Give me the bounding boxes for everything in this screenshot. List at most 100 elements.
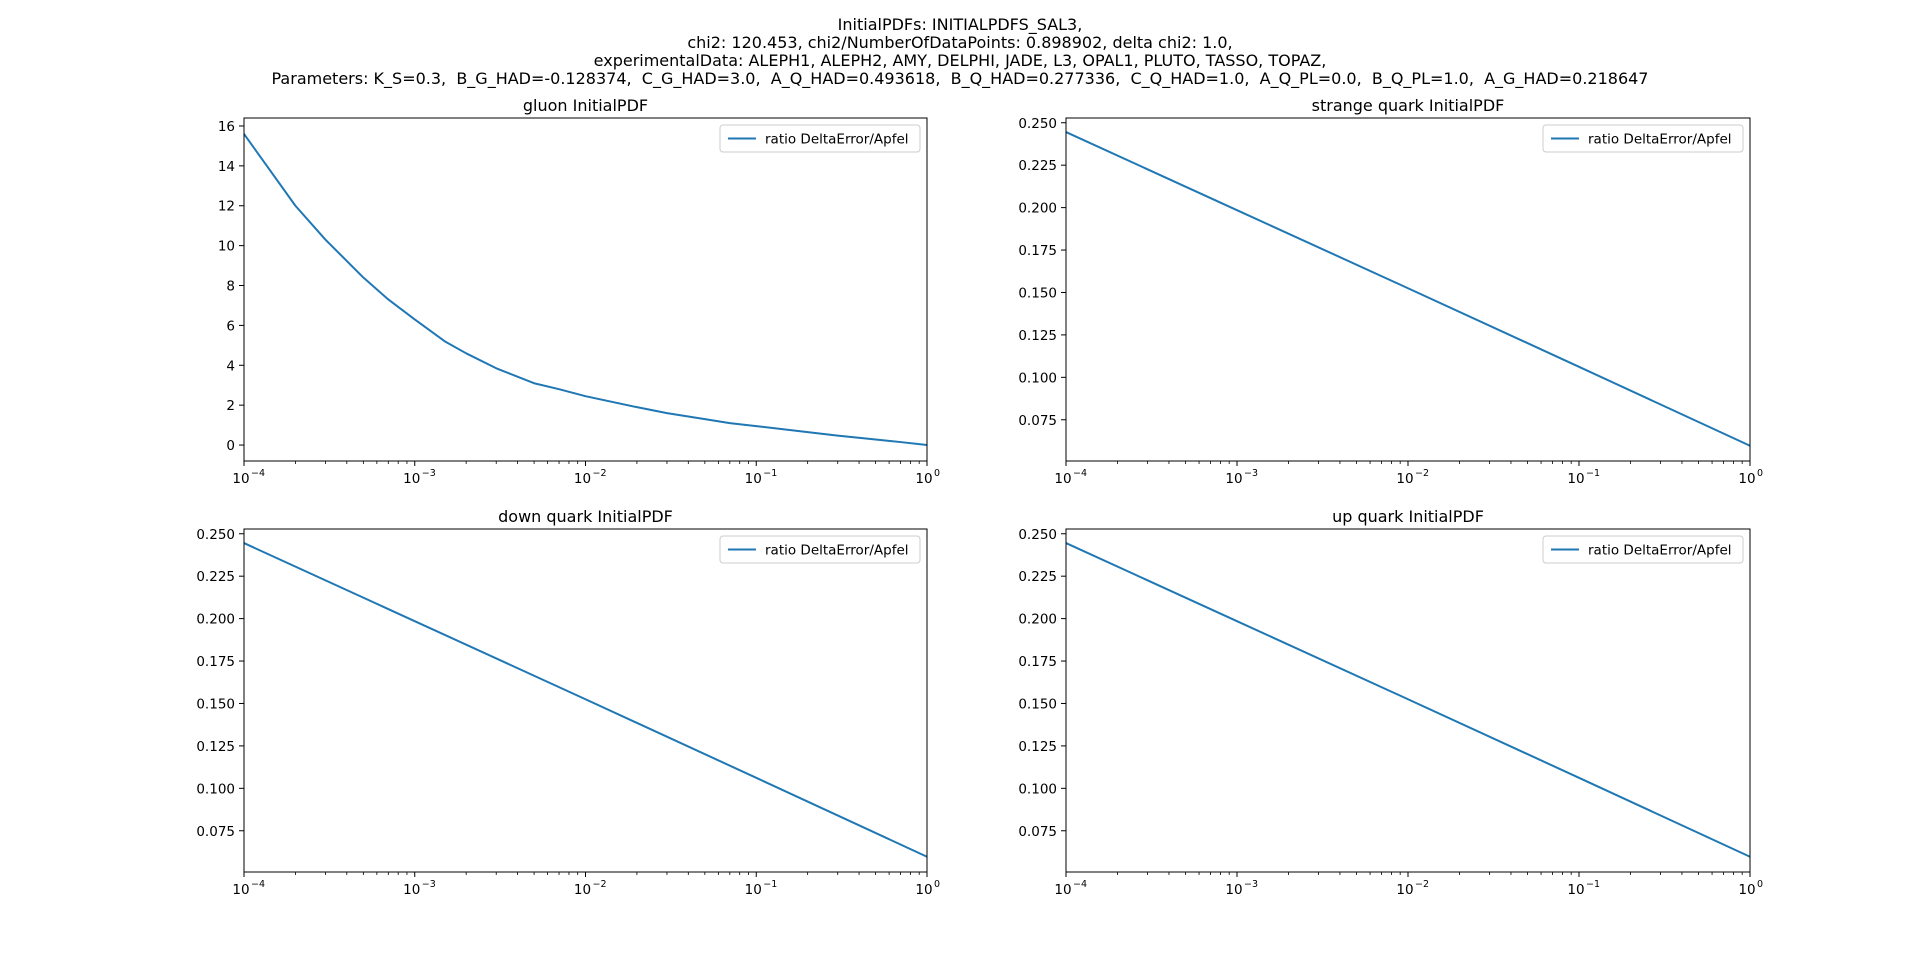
x-tick-exponent: 0 [1757,468,1763,479]
y-tick-label: 0.125 [1018,328,1057,344]
x-tick-exponent: −2 [1415,879,1429,890]
series-line [243,542,928,858]
legend-label: ratio DeltaError/Apfel [1588,543,1732,559]
legend-label: ratio DeltaError/Apfel [1588,132,1732,148]
x-tick-label: 10 [403,882,420,898]
y-tick-label: 0.175 [1018,654,1057,670]
x-tick-exponent: −3 [422,468,436,479]
x-tick-exponent: −4 [251,879,265,890]
y-tick-label: 0.200 [1018,201,1057,217]
legend: ratio DeltaError/Apfel [719,124,921,153]
y-tick-label: 16 [218,119,235,135]
legend: ratio DeltaError/Apfel [719,535,921,564]
y-tick-label: 0.250 [1018,116,1057,132]
x-tick-label: 10 [1738,471,1755,487]
x-tick-label: 10 [232,882,249,898]
legend-box [719,535,921,564]
suptitle-line-2: chi2: 120.453, chi2/NumberOfDataPoints: … [687,33,1233,52]
y-tick-label: 12 [218,199,235,215]
x-tick-exponent: −2 [593,879,607,890]
x-tick-exponent: 0 [1757,879,1763,890]
x-tick-label: 10 [1738,882,1755,898]
y-tick-label: 0.225 [196,569,235,585]
y-tick-label: 0.200 [1018,612,1057,628]
y-tick-label: 0.250 [1018,527,1057,543]
series-line [243,133,928,447]
series-line [1065,131,1751,447]
y-tick-label: 8 [226,279,235,295]
x-tick-exponent: −4 [1073,468,1087,479]
y-tick-label: 0.150 [1018,285,1057,301]
y-tick-label: 0.175 [1018,243,1057,259]
figure-suptitle: InitialPDFs: INITIALPDFS_SAL3, chi2: 120… [0,16,1920,88]
y-tick-label: 0.225 [1018,569,1057,585]
x-tick-exponent: −2 [593,468,607,479]
x-tick-label: 10 [1396,882,1413,898]
y-tick-label: 0.150 [1018,696,1057,712]
suptitle-line-3: experimentalData: ALEPH1, ALEPH2, AMY, D… [593,51,1327,70]
x-tick-exponent: −1 [1586,879,1600,890]
y-tick-label: 0 [226,438,235,454]
legend-box [1542,535,1744,564]
x-tick-exponent: 0 [934,879,940,890]
series-line [1065,542,1751,858]
x-tick-label: 10 [1396,471,1413,487]
x-tick-label: 10 [745,882,762,898]
y-tick-label: 14 [218,159,235,175]
legend-label: ratio DeltaError/Apfel [765,543,909,559]
suptitle-line-1: InitialPDFs: INITIALPDFS_SAL3, [837,15,1083,34]
subplot-3: down quark InitialPDF 0.075 0.100 0.125 0.15… [196,507,940,898]
x-tick-exponent: −4 [1073,879,1087,890]
subplot-4: up quark InitialPDF 0.075 0.100 0.125 0.150 0… [1018,507,1763,898]
x-tick-exponent: −1 [1586,468,1600,479]
x-tick-label: 10 [915,882,932,898]
y-tick-label: 0.225 [1018,158,1057,174]
y-tick-label: 0.100 [1018,370,1057,386]
axes-frame [243,117,928,462]
x-tick-label: 10 [1225,882,1242,898]
y-tick-label: 0.075 [1018,824,1057,840]
y-tick-label: 0.200 [196,612,235,628]
x-tick-label: 10 [1054,882,1071,898]
y-tick-label: 0.075 [196,824,235,840]
axes-frame [1065,117,1751,462]
x-tick-exponent: −1 [763,468,777,479]
y-tick-label: 0.175 [196,654,235,670]
subplot-title: gluon InitialPDF [523,96,648,115]
subplot-title: up quark InitialPDF [1332,507,1484,526]
x-tick-label: 10 [745,471,762,487]
y-tick-label: 4 [226,358,235,374]
x-tick-exponent: −1 [763,879,777,890]
y-tick-label: 6 [226,318,235,334]
x-tick-label: 10 [915,471,932,487]
legend-box [1542,124,1744,153]
x-tick-exponent: 0 [934,468,940,479]
x-tick-label: 10 [574,471,591,487]
legend: ratio DeltaError/Apfel [1542,124,1744,153]
x-tick-exponent: −2 [1415,468,1429,479]
y-tick-label: 10 [218,239,235,255]
y-tick-label: 2 [226,398,235,414]
y-tick-label: 0.125 [196,739,235,755]
legend-label: ratio DeltaError/Apfel [765,132,909,148]
y-tick-label: 0.125 [1018,739,1057,755]
y-tick-label: 0.100 [196,781,235,797]
y-tick-label: 0.250 [196,527,235,543]
x-tick-label: 10 [232,471,249,487]
subplot-title: down quark InitialPDF [498,507,673,526]
axes-frame [1065,528,1751,873]
x-tick-exponent: −3 [422,879,436,890]
suptitle-line-4: Parameters: K_S=0.3, B_G_HAD=-0.128374, … [271,69,1649,88]
x-tick-exponent: −3 [1244,879,1258,890]
y-tick-label: 0.075 [1018,413,1057,429]
legend: ratio DeltaError/Apfel [1542,535,1744,564]
y-tick-label: 0.100 [1018,781,1057,797]
axes-frame [243,528,928,873]
subplot-2: strange quark InitialPDF 0.075 0.100 0.125 0… [1018,96,1763,487]
x-tick-exponent: −4 [251,468,265,479]
x-tick-exponent: −3 [1244,468,1258,479]
x-tick-label: 10 [403,471,420,487]
y-tick-label: 0.150 [196,696,235,712]
